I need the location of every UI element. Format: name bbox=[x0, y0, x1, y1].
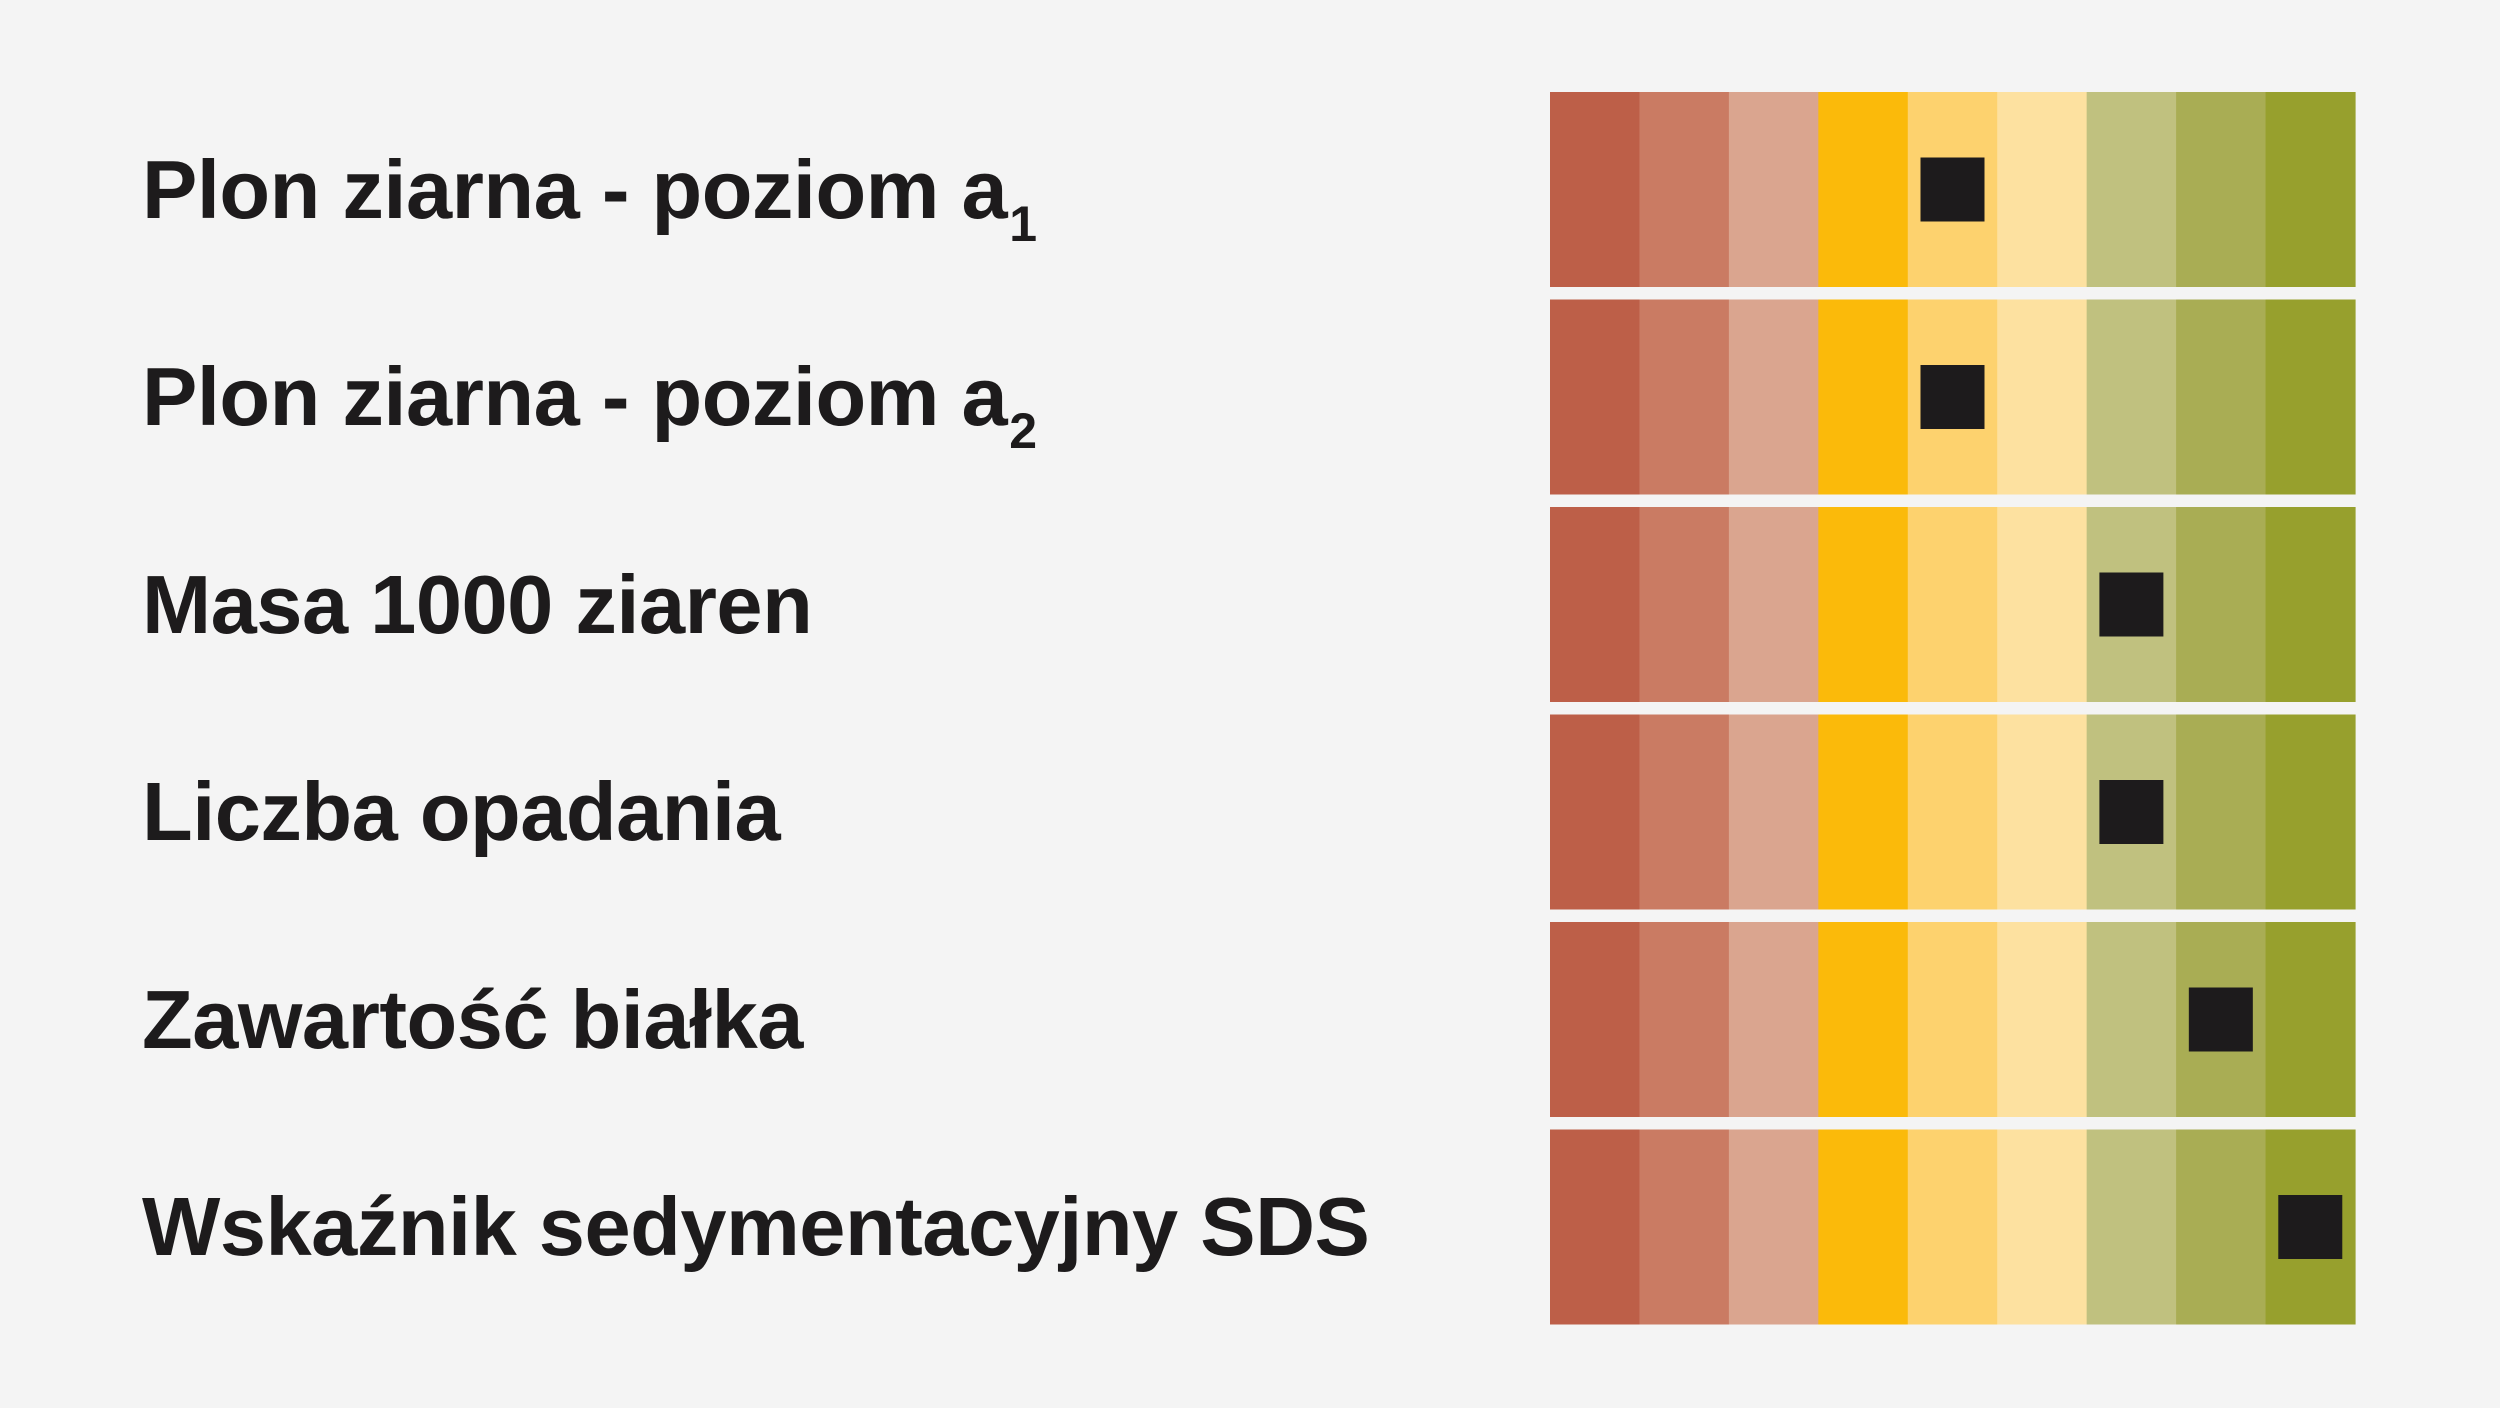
scale-cell bbox=[1728, 299, 1819, 495]
scale-cell bbox=[1907, 714, 1998, 910]
scale-cell bbox=[1997, 92, 2088, 287]
rating-marker bbox=[2099, 780, 2164, 844]
scale-cell bbox=[2265, 922, 2356, 1117]
row-label-subscript: 1 bbox=[1009, 195, 1037, 252]
scale-cell bbox=[2086, 1129, 2177, 1325]
scale-cell bbox=[1997, 922, 2088, 1117]
scale-cell bbox=[2086, 299, 2177, 495]
scale-cell bbox=[1818, 714, 1909, 910]
scale-cell bbox=[1728, 92, 1819, 287]
scale-cell bbox=[1550, 922, 1641, 1117]
row-label-text: Masa 1000 ziaren bbox=[142, 557, 813, 651]
scale-cell bbox=[2176, 507, 2267, 702]
rating-marker bbox=[1920, 365, 1985, 429]
scale-cell bbox=[2176, 1129, 2267, 1325]
scale-cell bbox=[2265, 92, 2356, 287]
scale-cell bbox=[2265, 714, 2356, 910]
scale-cell bbox=[2086, 92, 2177, 287]
row-label-text: Liczba opadania bbox=[142, 765, 781, 858]
row-label-text: Zawartość białka bbox=[142, 972, 803, 1066]
scale-cell bbox=[2176, 714, 2267, 910]
scale-cell bbox=[1550, 92, 1641, 287]
scale-row bbox=[1550, 1129, 2356, 1325]
scale-cell bbox=[1907, 922, 1998, 1117]
scale-cell bbox=[1550, 507, 1641, 702]
row-label: Liczba opadania bbox=[142, 752, 781, 872]
scale-cell bbox=[1997, 299, 2088, 495]
row-label-subscript: 2 bbox=[1009, 403, 1037, 459]
row-label: Masa 1000 ziaren bbox=[142, 545, 813, 665]
scale-cell bbox=[1818, 92, 1909, 287]
row-label: Wskaźnik sedymentacyjny SDS bbox=[142, 1167, 1370, 1287]
rating-marker bbox=[2188, 987, 2253, 1052]
row-label-text: Plon ziarna - poziom a bbox=[142, 350, 1008, 443]
scale-row bbox=[1550, 299, 2356, 495]
scale-cell bbox=[1550, 299, 1641, 495]
scale-cell bbox=[1818, 922, 1909, 1117]
scale-cell bbox=[1997, 1129, 2088, 1325]
scale-cell bbox=[1728, 922, 1819, 1117]
scale-row bbox=[1550, 507, 2356, 702]
scale-cell bbox=[1818, 507, 1909, 702]
scale-cell bbox=[1818, 1129, 1909, 1325]
row-label-text: Plon ziarna - poziom a bbox=[142, 142, 1008, 236]
scale-cell bbox=[1818, 299, 1909, 495]
scale-cell bbox=[1997, 507, 2088, 702]
row-label-text: Wskaźnik sedymentacyjny SDS bbox=[142, 1180, 1370, 1273]
scale-cell bbox=[2176, 299, 2267, 495]
scale-cell bbox=[1728, 507, 1819, 702]
rating-marker bbox=[1920, 157, 1985, 222]
scale-cell bbox=[1728, 714, 1819, 910]
scale-row bbox=[1550, 922, 2356, 1117]
scale-cell bbox=[2265, 299, 2356, 495]
scale-cell bbox=[1639, 507, 1730, 702]
scale-cell bbox=[1639, 92, 1730, 287]
scale-cell bbox=[1907, 507, 1998, 702]
row-label: Zawartość białka bbox=[142, 960, 803, 1080]
scale-row bbox=[1550, 714, 2356, 910]
scale-cell bbox=[1907, 1129, 1998, 1325]
scale-cell bbox=[2176, 92, 2267, 287]
scale-cell bbox=[1639, 922, 1730, 1117]
scale-row bbox=[1550, 92, 2356, 287]
scale-cell bbox=[1550, 1129, 1641, 1325]
rating-marker bbox=[2099, 572, 2164, 637]
scale-cell bbox=[1639, 714, 1730, 910]
scale-cell bbox=[1997, 714, 2088, 910]
scale-cell bbox=[2086, 922, 2177, 1117]
scale-cell bbox=[1639, 1129, 1730, 1325]
scale-cell bbox=[1639, 299, 1730, 495]
scale-cell bbox=[2265, 507, 2356, 702]
rating-marker bbox=[2278, 1195, 2343, 1259]
scale-cell bbox=[1550, 714, 1641, 910]
scale-cell bbox=[1728, 1129, 1819, 1325]
